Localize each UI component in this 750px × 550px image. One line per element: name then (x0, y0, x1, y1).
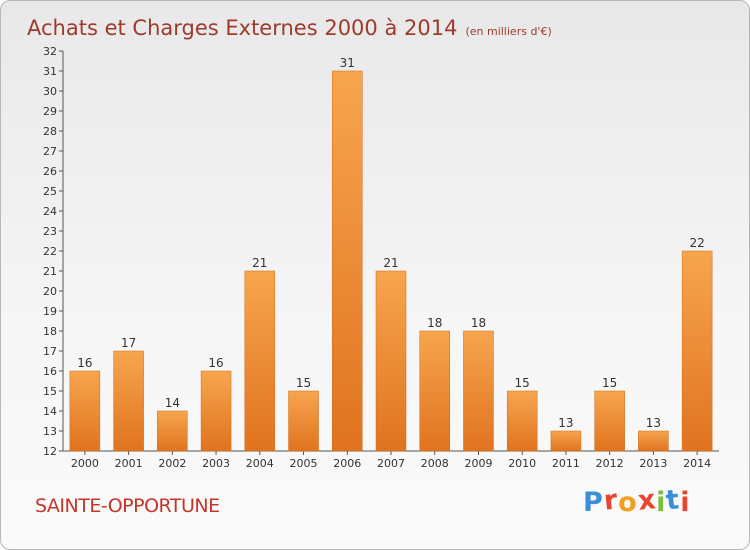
bar (69, 370, 101, 452)
y-tick-label: 19 (43, 305, 57, 318)
bar (113, 350, 144, 452)
y-tick-label: 30 (43, 85, 57, 98)
x-tick-label: 2006 (333, 457, 361, 470)
y-tick-label: 26 (43, 165, 57, 178)
y-tick-label: 18 (43, 325, 57, 338)
bar-value-label: 31 (340, 56, 355, 70)
bar-value-label: 21 (252, 256, 267, 270)
bar-value-label: 18 (471, 316, 486, 330)
x-tick-label: 2004 (246, 457, 274, 470)
x-tick-label: 2008 (421, 457, 449, 470)
bar (157, 410, 188, 452)
x-tick-label: 2007 (377, 457, 405, 470)
logo-letter: o (618, 487, 638, 518)
bar (244, 270, 276, 452)
logo-letter: x (636, 484, 658, 517)
chart-bars: 16 17 14 16 21 15 31 21 18 18 15 13 15 13 22 (69, 56, 713, 452)
x-tick-label: 2003 (202, 457, 230, 470)
x-tick-label: 2013 (639, 457, 667, 470)
y-tick-label: 21 (43, 265, 57, 278)
logo-letter: P (583, 487, 604, 518)
bar (550, 430, 582, 452)
bar-value-label: 15 (602, 376, 617, 390)
bar (332, 70, 363, 452)
bar-value-label: 14 (165, 396, 180, 410)
y-tick-label: 27 (43, 145, 57, 158)
y-tick-label: 14 (43, 405, 57, 418)
bar-value-label: 18 (427, 316, 442, 330)
logo-letter: i (680, 487, 691, 518)
chart-title: Achats et Charges Externes 2000 à 2014 (e… (27, 5, 552, 43)
x-tick-label: 2000 (71, 457, 99, 470)
logo-letter: i (656, 487, 667, 518)
y-tick-label: 13 (43, 425, 57, 438)
bar-value-label: 17 (121, 336, 136, 350)
bar (200, 370, 232, 452)
chart-subtitle: (en milliers d'€) (465, 25, 552, 38)
bar-value-label: 15 (296, 376, 311, 390)
x-tick-label: 2014 (683, 457, 711, 470)
bar (463, 330, 494, 452)
x-tick-label: 2010 (508, 457, 536, 470)
bar (638, 430, 669, 452)
proxiti-logo: Proxiti (583, 484, 691, 518)
bar-value-label: 21 (383, 256, 398, 270)
bar-value-label: 16 (77, 356, 92, 370)
y-tick-label: 31 (43, 65, 57, 78)
y-tick-label: 28 (43, 125, 57, 138)
bar-value-label: 13 (558, 416, 573, 430)
bar-value-label: 13 (646, 416, 661, 430)
x-tick-label: 2002 (158, 457, 186, 470)
y-tick-label: 15 (43, 385, 57, 398)
y-tick-label: 22 (43, 245, 57, 258)
y-tick-label: 12 (43, 445, 57, 458)
x-tick-label: 2009 (464, 457, 492, 470)
y-tick-label: 17 (43, 345, 57, 358)
x-tick-label: 2011 (552, 457, 580, 470)
chart-title-text: Achats et Charges Externes 2000 à 2014 (27, 16, 458, 40)
y-tick-label: 29 (43, 105, 57, 118)
logo-letter: r (602, 484, 620, 517)
y-tick-label: 23 (43, 225, 57, 238)
bar (419, 330, 450, 452)
y-tick-label: 20 (43, 285, 57, 298)
chart-axes: 12 13 14 15 16 17 18 19 20 21 22 23 24 25 26 27 28 29 30 31… (43, 45, 719, 470)
bar-value-label: 16 (208, 356, 223, 370)
bar (681, 250, 713, 452)
bar-value-label: 22 (689, 236, 704, 250)
x-tick-label: 2001 (115, 457, 143, 470)
x-tick-label: 2005 (290, 457, 318, 470)
y-tick-label: 32 (43, 45, 57, 58)
y-tick-label: 24 (43, 205, 57, 218)
x-tick-label: 2012 (596, 457, 624, 470)
bar (594, 390, 625, 452)
y-tick-label: 25 (43, 185, 57, 198)
y-tick-label: 16 (43, 365, 57, 378)
commune-name: SAINTE-OPPORTUNE (35, 495, 220, 517)
bar-value-label: 15 (515, 376, 530, 390)
bar (375, 270, 407, 452)
bar (506, 390, 538, 452)
bar (288, 390, 319, 452)
